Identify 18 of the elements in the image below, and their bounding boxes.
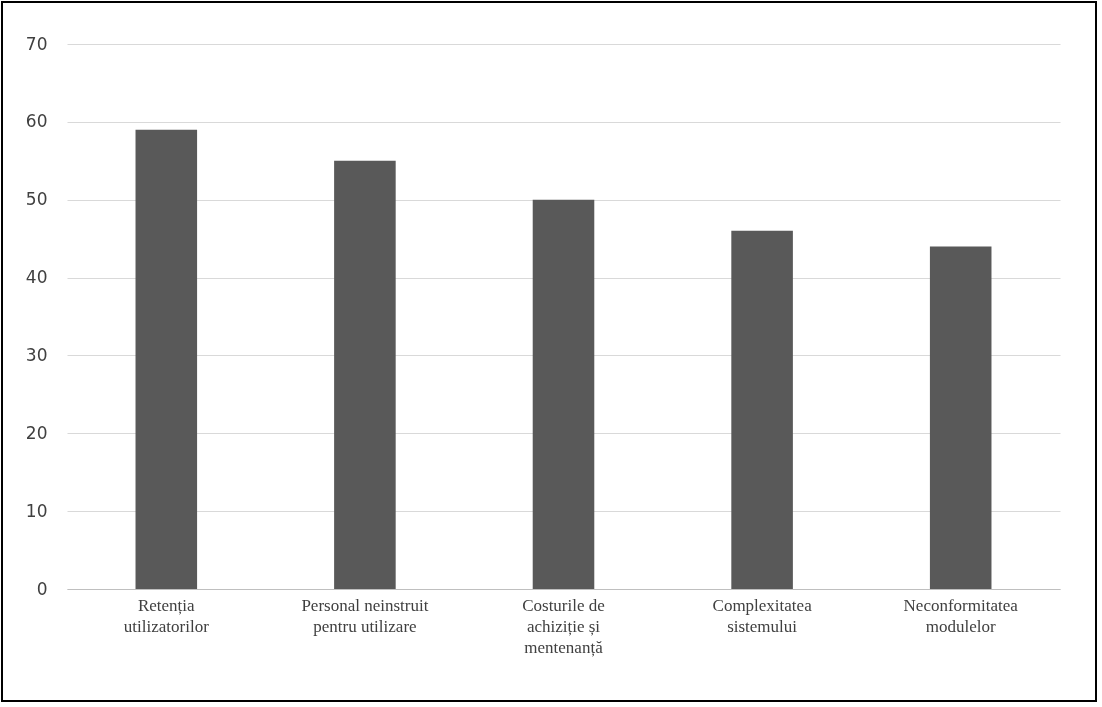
y-tick-label: 40 [25,267,48,288]
bar [135,129,198,589]
y-tick-label: 60 [25,111,48,132]
x-tick-label: Neconformitatea modulelor [903,595,1019,636]
y-tick-label: 0 [36,578,48,599]
y-tick-label: 50 [25,189,48,210]
bar [334,160,396,589]
y-tick-label: 30 [25,344,48,365]
x-tick-label: Costurile de achiziție și mentenanță [522,595,605,657]
y-tick-label: 10 [25,500,48,521]
y-tick-label: 20 [25,422,48,443]
x-tick-label: Retenția utilizatorilor [123,595,210,636]
y-tick-label: 70 [25,33,48,54]
bar [532,199,595,589]
x-tick-label: Complexitatea sistemului [712,595,813,636]
x-tick-label: Personal neinstruit pentru utilizare [301,595,429,636]
bar [731,230,793,589]
bar [929,246,992,589]
